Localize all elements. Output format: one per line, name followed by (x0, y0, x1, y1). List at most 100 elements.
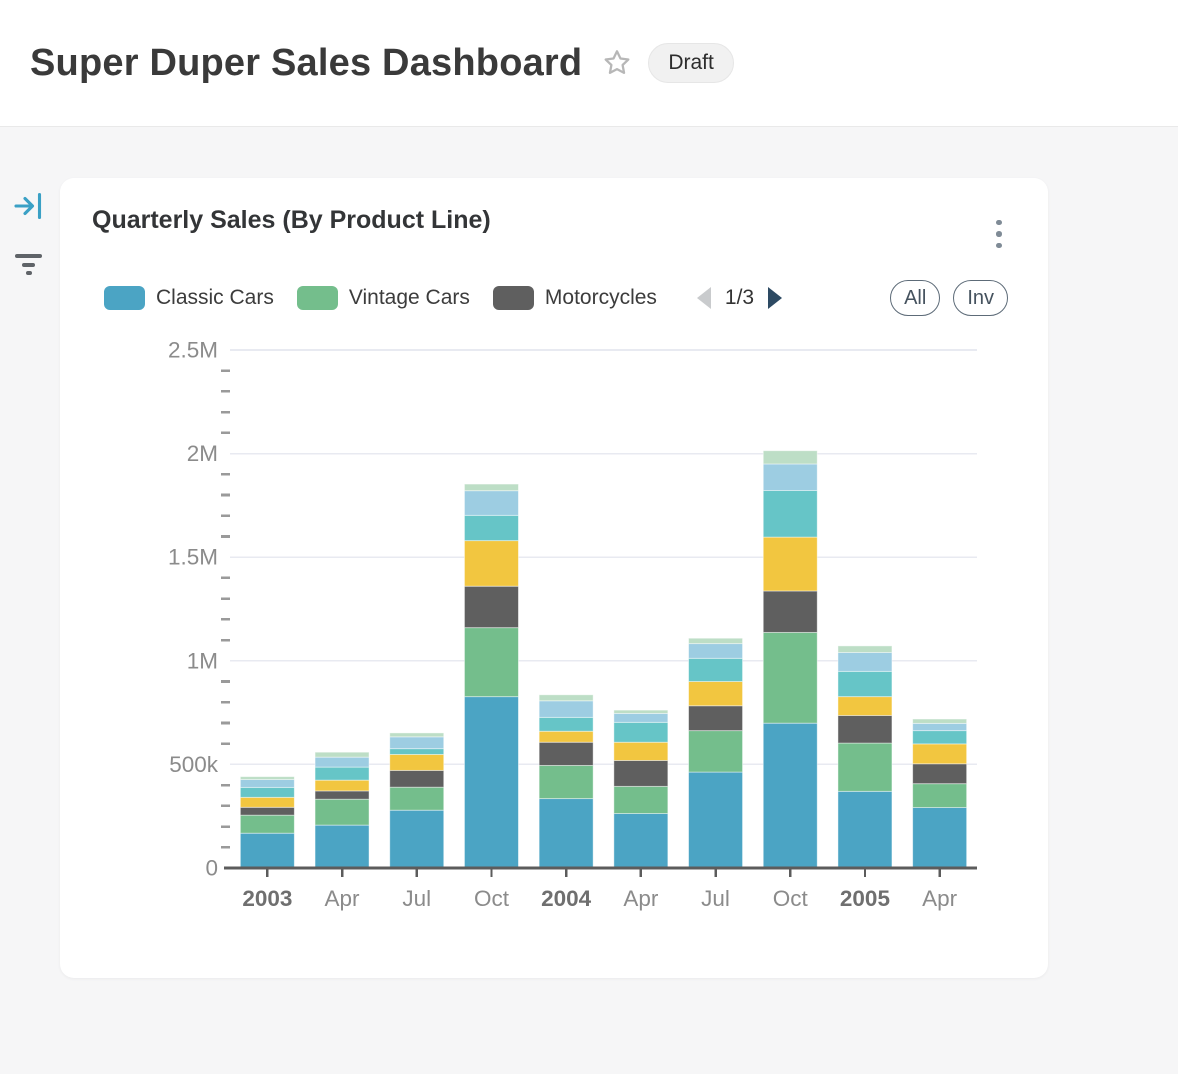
bar-segment[interactable] (239, 814, 295, 834)
bar-segment[interactable] (314, 790, 370, 800)
bar-segment[interactable] (837, 715, 893, 744)
bar-segment[interactable] (464, 490, 519, 516)
legend-next-arrow-icon[interactable] (764, 285, 786, 311)
bar-segment[interactable] (912, 730, 968, 745)
bar-segment[interactable] (239, 776, 295, 780)
bar-segment[interactable] (912, 722, 968, 732)
bar-segment[interactable] (239, 786, 295, 798)
legend-prev-arrow-icon[interactable] (693, 285, 715, 311)
bar-segment[interactable] (613, 709, 669, 714)
bar-segment[interactable] (314, 751, 370, 758)
bar-segment[interactable] (837, 696, 893, 716)
favorite-star-icon[interactable] (600, 46, 634, 80)
bar-segment[interactable] (837, 652, 893, 672)
card-menu-icon[interactable] (988, 216, 1010, 252)
bar-segment[interactable] (688, 643, 743, 659)
filter-icon[interactable] (12, 248, 46, 280)
bar-segment[interactable] (912, 718, 968, 724)
bar-segment[interactable] (314, 824, 370, 869)
bar-segment[interactable] (762, 490, 818, 538)
bar-segment[interactable] (762, 631, 818, 724)
bar-segment[interactable] (837, 670, 893, 698)
chart-canvas: 0 500k 1M 1.5M 2M 2.5M 2003 Apr Jul Oct 2004 Apr Jul… (168, 338, 977, 911)
bar-segment[interactable] (912, 807, 968, 869)
bar-segment[interactable] (389, 732, 445, 738)
bar-segment[interactable] (613, 741, 669, 761)
x-tick-label: 2005 (840, 886, 890, 911)
x-tick-label: Oct (773, 886, 809, 911)
x-tick-label: Oct (474, 886, 510, 911)
bar-segment[interactable] (538, 694, 594, 702)
bar-segment[interactable] (239, 796, 295, 808)
bar-segment[interactable] (762, 536, 818, 592)
bar-segment[interactable] (912, 763, 968, 785)
legend-item-vintage-cars[interactable]: Vintage Cars (296, 286, 470, 310)
bar-segment[interactable] (464, 696, 519, 869)
bar-segment[interactable] (389, 754, 445, 771)
bar-segment[interactable] (613, 760, 669, 787)
bar-segment[interactable] (538, 730, 594, 743)
bar-segment[interactable] (314, 798, 370, 826)
expand-panel-icon[interactable] (12, 190, 46, 222)
bar-segment[interactable] (912, 743, 968, 765)
page-header: Super Duper Sales Dashboard Draft (0, 0, 1178, 127)
bar-segment[interactable] (613, 813, 669, 869)
x-tick-label: Jul (701, 886, 730, 911)
bar-segment[interactable] (538, 741, 594, 766)
bar-segment[interactable] (837, 645, 893, 653)
bar-segment[interactable] (314, 756, 370, 768)
bar-segment[interactable] (538, 700, 594, 718)
bar-segment[interactable] (688, 637, 743, 645)
bar-segment[interactable] (538, 798, 594, 869)
legend-label-motorcycles: Motorcycles (544, 286, 657, 309)
legend-actions: All Inv (890, 280, 1008, 316)
bar-segment[interactable] (538, 716, 594, 732)
bar-segment[interactable] (688, 681, 743, 707)
bar-segment[interactable] (688, 657, 743, 682)
bar-segment[interactable] (613, 721, 669, 743)
bar-segment[interactable] (464, 627, 519, 698)
bar-segment[interactable] (912, 783, 968, 808)
bar-segment[interactable] (464, 514, 519, 542)
y-tick-label: 500k (169, 752, 219, 777)
legend-page-indicator: 1/3 (724, 286, 755, 309)
bar-segment[interactable] (389, 786, 445, 811)
bar-segment[interactable] (239, 806, 295, 816)
bar-segment[interactable] (762, 463, 818, 491)
legend-item-motorcycles[interactable]: Motorcycles (492, 286, 657, 310)
bar-segment[interactable] (464, 540, 519, 587)
bar-segment[interactable] (239, 832, 295, 869)
bar-segment[interactable] (688, 730, 743, 773)
x-tick-label: Apr (922, 886, 958, 911)
chart-legend: Classic Cars Vintage Cars Motorcycles 1/… (104, 280, 1008, 316)
bar-segment[interactable] (613, 712, 669, 723)
legend-invert-button[interactable]: Inv (953, 280, 1008, 316)
bar-segment[interactable] (239, 779, 295, 788)
x-tick-label: Apr (325, 886, 361, 911)
bar-segment[interactable] (613, 785, 669, 814)
bar-segment[interactable] (762, 722, 818, 869)
bar-segment[interactable] (314, 779, 370, 792)
bar-segment[interactable] (314, 766, 370, 781)
bar-segment[interactable] (538, 764, 594, 800)
bar-segment[interactable] (464, 585, 519, 629)
legend-label-vintage-cars: Vintage Cars (348, 286, 470, 309)
bar-segment[interactable] (762, 590, 818, 633)
legend-swatch-motorcycles (492, 286, 534, 310)
legend-item-classic-cars[interactable]: Classic Cars (104, 286, 274, 310)
bar-segment[interactable] (389, 769, 445, 788)
bar-segment[interactable] (837, 790, 893, 869)
chart-card: Quarterly Sales (By Product Line) Classi… (60, 178, 1048, 978)
y-tick-label: 1.5M (168, 545, 218, 570)
bar-segment[interactable] (464, 483, 519, 492)
bar-segment[interactable] (837, 742, 893, 792)
bar-segment[interactable] (762, 450, 818, 465)
bar-segment[interactable] (389, 748, 445, 755)
bar-segment[interactable] (688, 705, 743, 732)
legend-select-all-button[interactable]: All (890, 280, 941, 316)
bar-segment[interactable] (389, 809, 445, 869)
bar-segment[interactable] (688, 771, 743, 869)
bar-segment[interactable] (389, 736, 445, 750)
x-tick-label: Jul (402, 886, 431, 911)
